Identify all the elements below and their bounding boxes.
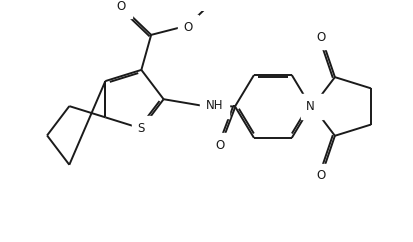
Text: S: S [138, 122, 145, 135]
Text: O: O [117, 0, 126, 13]
Text: N: N [306, 100, 315, 113]
Text: O: O [317, 169, 326, 182]
Text: O: O [216, 139, 225, 152]
Text: N: N [308, 100, 317, 113]
Text: O: O [317, 31, 326, 44]
Text: O: O [183, 21, 192, 34]
Text: NH: NH [206, 99, 223, 112]
